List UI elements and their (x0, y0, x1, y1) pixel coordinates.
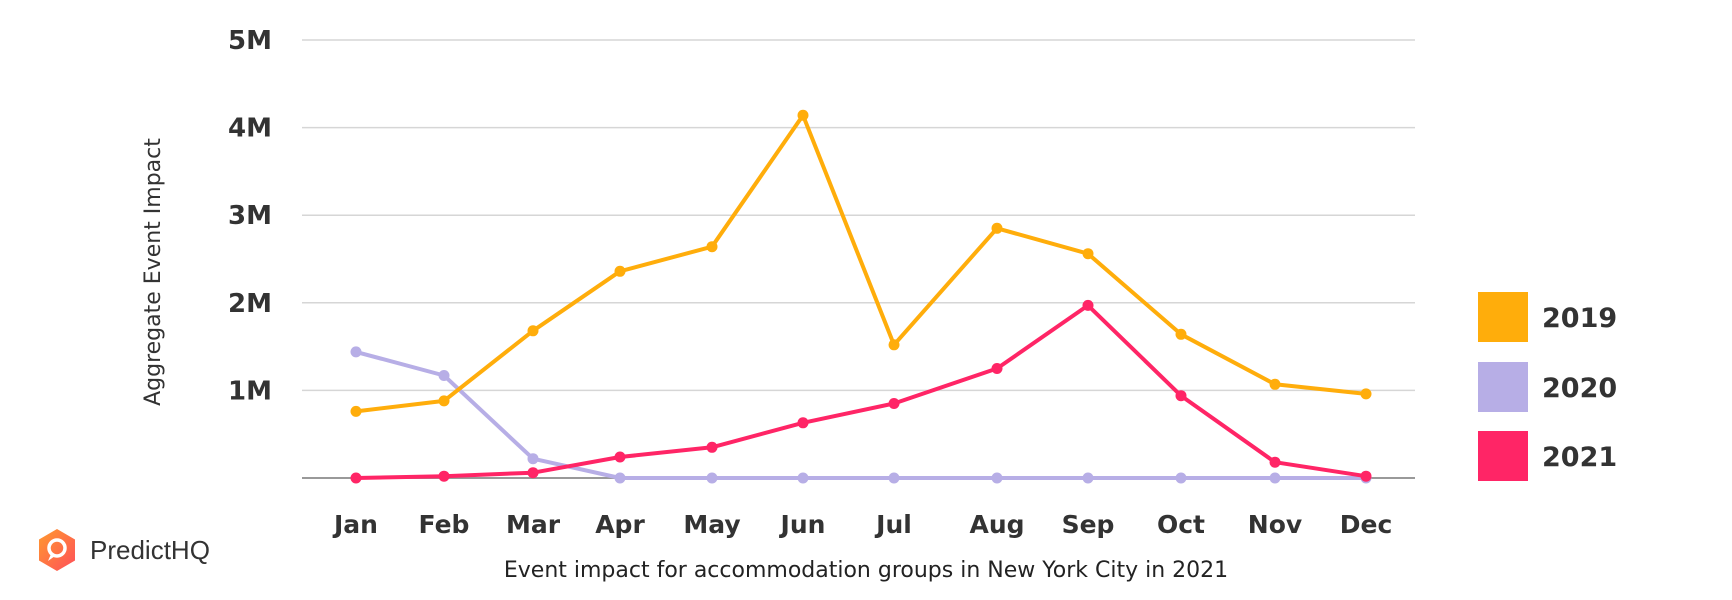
legend-label: 2021 (1542, 442, 1617, 473)
x-tick-label: May (683, 510, 740, 539)
y-tick-label: 5M (228, 26, 272, 56)
data-point-2021 (438, 470, 450, 482)
series-lines (350, 109, 1372, 484)
series-2019 (350, 109, 1372, 417)
data-point-2019 (614, 265, 626, 277)
data-point-2019 (350, 405, 362, 417)
data-point-2020 (527, 453, 539, 465)
data-point-2021 (350, 472, 362, 484)
data-point-2019 (706, 241, 718, 253)
data-point-2019 (1360, 388, 1372, 400)
legend: 2019 2020 2021 (1478, 292, 1617, 481)
data-point-2020 (888, 472, 900, 484)
legend-swatch (1478, 292, 1528, 342)
series-line-2021 (354, 303, 1368, 480)
y-tick-label: 2M (228, 289, 272, 319)
data-point-2020 (1269, 472, 1281, 484)
series-line-2019 (354, 113, 1368, 414)
data-point-2019 (1269, 378, 1281, 390)
y-tick-label: 1M (228, 376, 272, 406)
brand-logo: PredictHQ (34, 527, 210, 573)
series-2020 (350, 346, 1372, 484)
x-tick-label: Nov (1248, 510, 1302, 539)
x-tick-label: Oct (1157, 510, 1205, 539)
brand-name: PredictHQ (90, 534, 210, 565)
data-point-2020 (1175, 472, 1187, 484)
series-line-2020 (354, 349, 1368, 480)
data-point-2021 (1269, 456, 1281, 468)
data-point-2020 (438, 370, 450, 381)
legend-swatch (1478, 362, 1528, 412)
predicthq-logo-icon (39, 529, 75, 571)
x-tick-label: Apr (595, 510, 645, 539)
chart-caption: Event impact for accommodation groups in… (503, 558, 1229, 583)
data-point-2021 (527, 467, 539, 479)
data-point-2019 (1082, 248, 1094, 260)
legend-item-2021: 2021 (1478, 431, 1617, 481)
series-2021 (350, 299, 1372, 484)
x-tick-label: Dec (1340, 510, 1393, 539)
legend-item-2020: 2020 (1478, 362, 1617, 412)
legend-item-2019: 2019 (1478, 292, 1617, 342)
data-point-2021 (614, 451, 626, 463)
x-tick-label: Jan (332, 510, 378, 539)
data-point-2019 (991, 222, 1003, 234)
y-tick-label: 4M (228, 114, 272, 144)
data-point-2019 (438, 395, 450, 407)
data-point-2021 (888, 398, 900, 409)
x-axis-ticks: Jan Feb Mar Apr May Jun Jul Aug Sep Oct Nov Dec (332, 510, 1392, 539)
legend-label: 2020 (1542, 373, 1617, 404)
data-point-2019 (1175, 328, 1187, 340)
data-point-2020 (797, 472, 809, 484)
data-point-2021 (1360, 470, 1372, 482)
x-tick-label: Jul (874, 510, 912, 539)
data-point-2021 (1082, 299, 1094, 311)
y-tick-label: 3M (228, 201, 272, 231)
data-point-2019 (797, 109, 809, 121)
data-point-2021 (797, 417, 809, 429)
data-point-2019 (888, 339, 900, 351)
data-point-2020 (1082, 472, 1094, 484)
data-point-2020 (350, 346, 362, 358)
legend-swatch (1478, 431, 1528, 481)
data-point-2020 (614, 472, 626, 484)
y-axis-ticks: 1M 2M 3M 4M 5M (228, 26, 272, 406)
x-tick-label: Aug (969, 510, 1024, 539)
x-tick-label: Mar (506, 510, 561, 539)
x-tick-label: Feb (419, 510, 470, 539)
data-point-2021 (1175, 390, 1187, 402)
data-point-2021 (706, 441, 718, 453)
legend-label: 2019 (1542, 303, 1617, 334)
y-axis-label: Aggregate Event Impact (141, 138, 166, 406)
data-point-2020 (706, 472, 718, 484)
data-point-2020 (991, 472, 1003, 484)
x-tick-label: Sep (1062, 510, 1115, 539)
data-point-2019 (527, 325, 539, 337)
x-tick-label: Jun (779, 510, 826, 539)
data-point-2021 (991, 363, 1003, 374)
